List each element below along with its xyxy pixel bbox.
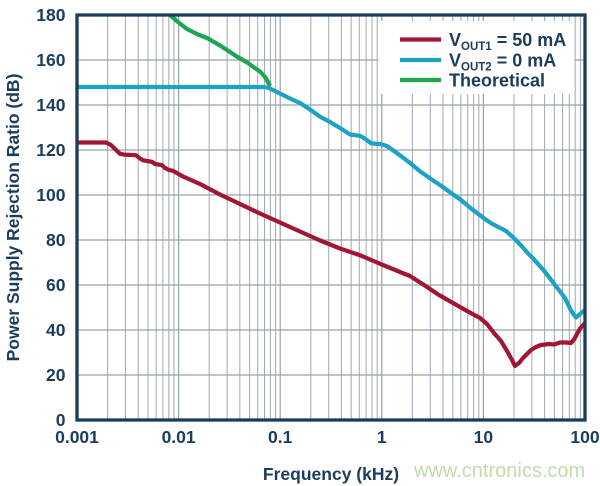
svg-text:0: 0: [56, 410, 66, 430]
svg-text:Frequency (kHz): Frequency (kHz): [263, 464, 399, 484]
svg-text:20: 20: [46, 365, 66, 385]
svg-text:Theoretical: Theoretical: [449, 71, 545, 91]
svg-text:60: 60: [46, 275, 66, 295]
svg-text:120: 120: [36, 140, 65, 160]
svg-text:140: 140: [36, 95, 65, 115]
svg-text:0.01: 0.01: [162, 427, 196, 447]
svg-text:100: 100: [570, 427, 599, 447]
svg-text:180: 180: [36, 5, 65, 25]
svg-text:80: 80: [46, 230, 66, 250]
svg-text:1: 1: [377, 427, 387, 447]
svg-text:Power Supply Rejection Ratio (: Power Supply Rejection Ratio (dB): [3, 74, 23, 362]
svg-text:100: 100: [36, 185, 65, 205]
svg-text:10: 10: [474, 427, 494, 447]
svg-text:www.cntronics.com: www.cntronics.com: [413, 460, 585, 482]
svg-text:0.001: 0.001: [55, 427, 99, 447]
svg-text:0.1: 0.1: [268, 427, 293, 447]
svg-text:160: 160: [36, 50, 65, 70]
svg-text:40: 40: [46, 320, 66, 340]
